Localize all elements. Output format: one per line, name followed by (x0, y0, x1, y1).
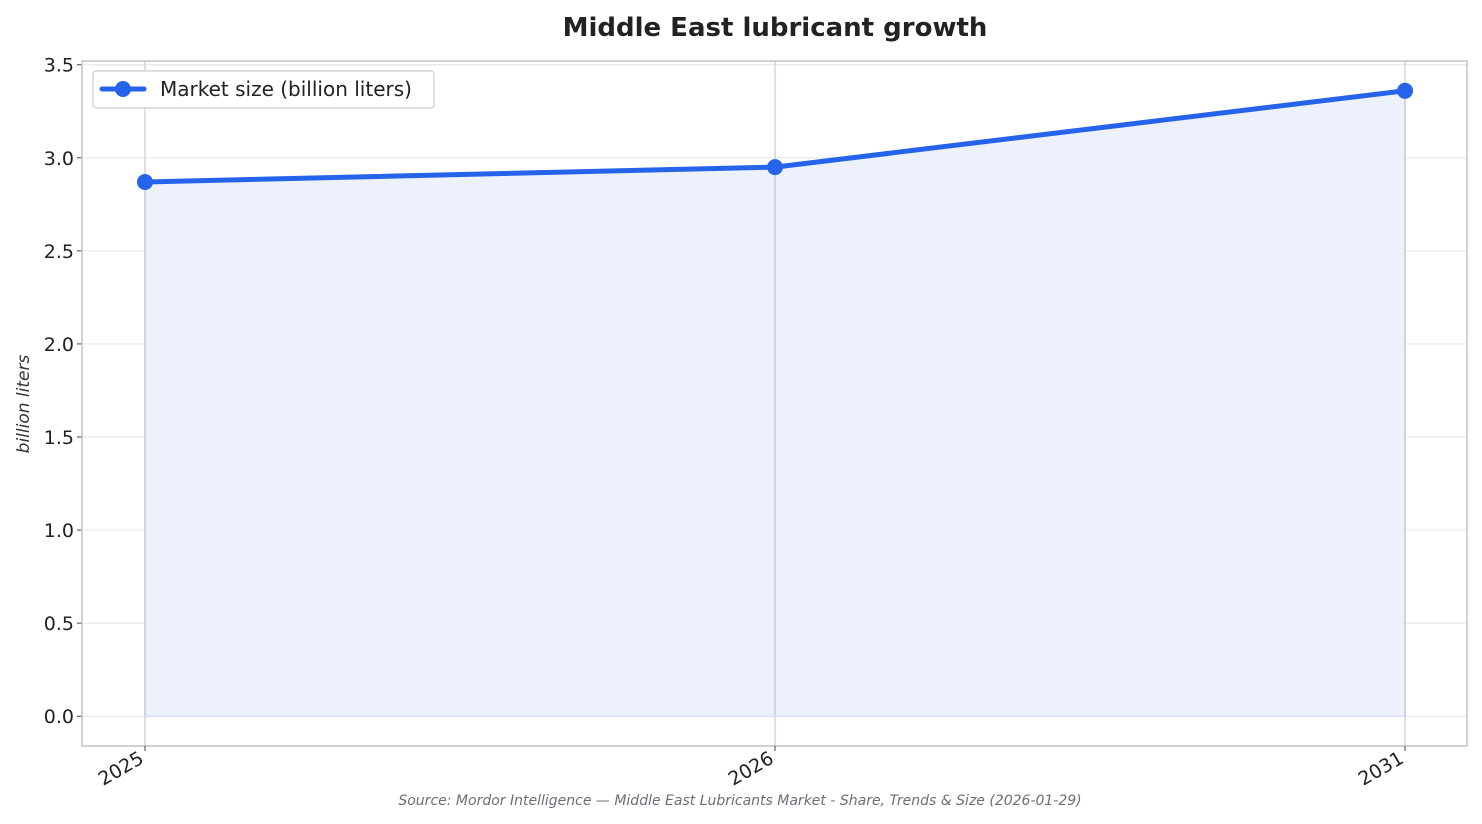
y-tick-label: 0.5 (44, 613, 74, 635)
legend: Market size (billion liters) (92, 70, 435, 109)
plot-area: 0.0 0.5 1.0 1.5 2.0 2.5 3.0 3.5 2025 2026 2031 Mark… (44, 55, 1468, 791)
y-tick-label: 1.0 (44, 520, 74, 542)
data-point (1397, 82, 1413, 99)
chart-title: Middle East lubricant growth (563, 13, 988, 43)
data-point (137, 173, 153, 190)
legend-marker-swatch (115, 81, 131, 97)
y-tick-label: 3.0 (44, 148, 74, 170)
data-point (767, 159, 783, 176)
source-note: Source: Mordor Intelligence — Middle Eas… (398, 793, 1081, 809)
legend-label: Market size (billion liters) (160, 77, 412, 101)
y-tick-label: 1.5 (44, 427, 74, 449)
y-tick-label: 0.0 (44, 706, 74, 728)
x-tick-label: 2025 (95, 747, 148, 790)
y-tick-label: 2.5 (44, 241, 74, 263)
y-tick-label: 2.0 (44, 334, 74, 356)
y-tick-label: 3.5 (44, 55, 74, 77)
x-tick-label: 2026 (725, 747, 778, 790)
legend-box (92, 70, 435, 109)
y-axis-label: billion liters (14, 355, 34, 454)
x-tick-label: 2031 (1355, 747, 1408, 790)
